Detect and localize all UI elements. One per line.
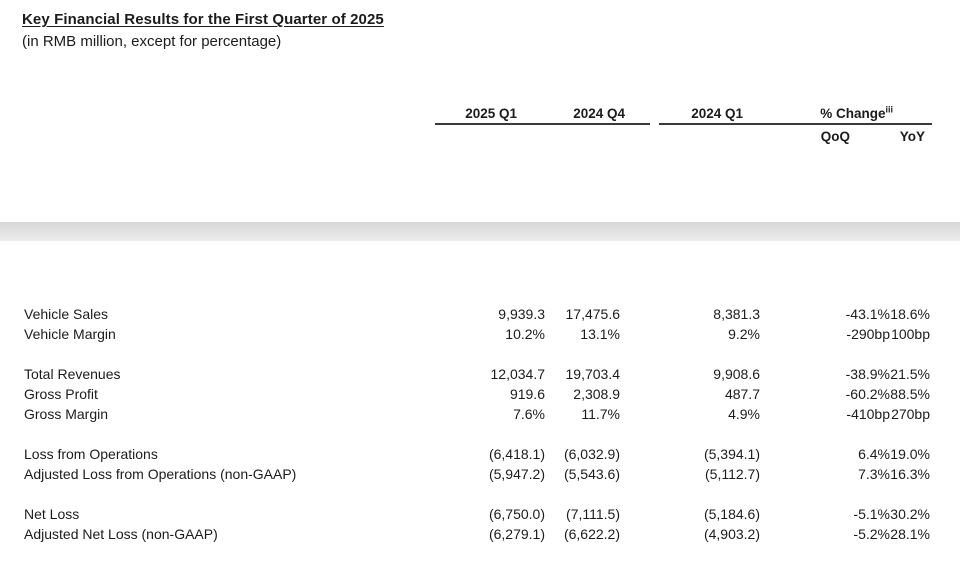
row-label: Vehicle Margin <box>24 326 116 342</box>
table-row: Total Revenues 12,034.7 19,703.4 9,908.6… <box>0 364 930 384</box>
cell-2024-q4: 19,703.4 <box>565 366 621 382</box>
header-rule-left <box>435 123 650 125</box>
row-group-spacer <box>0 484 930 504</box>
cell-2024-q4: (5,543.6) <box>563 466 620 482</box>
table-row: Gross Profit 919.6 2,308.9 487.7 -60.2% … <box>0 384 930 404</box>
cell-qoq: 7.3% <box>858 466 890 482</box>
cell-qoq: -60.2% <box>845 386 890 402</box>
cell-2024-q1: 8,381.3 <box>713 306 760 322</box>
cell-2024-q1: 487.7 <box>724 386 760 402</box>
row-label: Total Revenues <box>24 366 121 382</box>
cell-2024-q1: 9.2% <box>728 326 760 342</box>
cell-2025-q1: 10.2% <box>505 326 545 342</box>
cell-yoy: 16.3% <box>890 466 930 482</box>
cell-2024-q1: (5,184.6) <box>703 506 760 522</box>
cell-yoy: 270bp <box>891 406 930 422</box>
row-group-spacer <box>0 344 930 364</box>
row-label: Loss from Operations <box>24 446 158 462</box>
cell-yoy: 30.2% <box>890 506 930 522</box>
results-table: Vehicle Sales 9,939.3 17,475.6 8,381.3 -… <box>0 304 930 544</box>
cell-2025-q1: 919.6 <box>509 386 545 402</box>
column-header-yoy: YoY <box>899 129 925 144</box>
cell-2025-q1: 7.6% <box>513 406 545 422</box>
page-subtitle: (in RMB million, except for percentage) <box>22 33 282 50</box>
pct-change-label: % Change <box>820 106 886 121</box>
row-label: Gross Profit <box>24 386 98 402</box>
cell-2025-q1: 12,034.7 <box>490 366 546 382</box>
cell-2024-q4: 17,475.6 <box>565 306 621 322</box>
row-label: Adjusted Net Loss (non-GAAP) <box>24 526 218 542</box>
cell-qoq: -43.1% <box>845 306 890 322</box>
table-row: Vehicle Sales 9,939.3 17,475.6 8,381.3 -… <box>0 304 930 324</box>
column-header-qoq: QoQ <box>820 129 850 144</box>
cell-qoq: -290bp <box>846 326 890 342</box>
cell-2025-q1: (6,750.0) <box>488 506 545 522</box>
cell-2025-q1: (5,947.2) <box>488 466 545 482</box>
cell-qoq: -5.1% <box>853 506 890 522</box>
cell-2025-q1: (6,279.1) <box>488 526 545 542</box>
row-label: Gross Margin <box>24 406 109 422</box>
cell-2024-q4: 13.1% <box>580 326 620 342</box>
table-row: Adjusted Loss from Operations (non-GAAP)… <box>0 464 930 484</box>
cell-yoy: 100bp <box>891 326 930 342</box>
row-group-spacer <box>0 424 930 444</box>
cell-2024-q4: 11.7% <box>581 406 620 422</box>
cell-qoq: 6.4% <box>858 446 890 462</box>
cell-2024-q4: (7,111.5) <box>566 506 620 522</box>
column-header-2024-q4: 2024 Q4 <box>573 106 625 121</box>
cell-yoy: 18.6% <box>890 306 930 322</box>
table-row: Vehicle Margin 10.2% 13.1% 9.2% -290bp 1… <box>0 324 930 344</box>
cell-yoy: 21.5% <box>890 366 930 382</box>
cell-2024-q1: 4.9% <box>728 406 760 422</box>
table-row: Loss from Operations (6,418.1) (6,032.9)… <box>0 444 930 464</box>
row-label: Adjusted Loss from Operations (non-GAAP) <box>24 466 297 482</box>
cell-2024-q1: 9,908.6 <box>713 366 760 382</box>
table-row: Adjusted Net Loss (non-GAAP) (6,279.1) (… <box>0 524 930 544</box>
cell-2024-q1: (5,112.7) <box>705 466 760 482</box>
cell-qoq: -38.9% <box>845 366 890 382</box>
row-label: Vehicle Sales <box>24 306 109 322</box>
column-header-2025-q1: 2025 Q1 <box>465 106 517 121</box>
cell-2025-q1: (6,418.1) <box>488 446 545 462</box>
cell-2024-q4: (6,032.9) <box>563 446 620 462</box>
cell-2025-q1: 9,939.3 <box>498 306 545 322</box>
cell-yoy: 88.5% <box>890 386 930 402</box>
column-header-pct-change: % Changeiii <box>820 104 893 122</box>
table-row: Gross Margin 7.6% 11.7% 4.9% -410bp 270b… <box>0 404 930 424</box>
footnote-marker: iii <box>885 104 893 115</box>
cell-2024-q4: 2,308.9 <box>573 386 620 402</box>
table-row: Net Loss (6,750.0) (7,111.5) (5,184.6) -… <box>0 504 930 524</box>
cell-yoy: 19.0% <box>890 446 930 462</box>
cell-yoy: 28.1% <box>890 526 930 542</box>
header-rule-right <box>659 123 932 125</box>
page-title: Key Financial Results for the First Quar… <box>22 11 384 28</box>
page-break-bar <box>0 222 960 241</box>
column-header-2024-q1: 2024 Q1 <box>691 106 743 121</box>
cell-qoq: -5.2% <box>853 526 890 542</box>
row-label: Net Loss <box>24 506 80 522</box>
cell-2024-q1: (5,394.1) <box>703 446 760 462</box>
cell-2024-q1: (4,903.2) <box>703 526 760 542</box>
cell-2024-q4: (6,622.2) <box>563 526 620 542</box>
cell-qoq: -410bp <box>846 406 890 422</box>
